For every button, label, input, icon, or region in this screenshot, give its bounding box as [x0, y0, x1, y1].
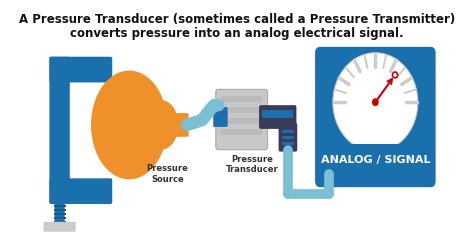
Bar [221, 96, 263, 102]
FancyBboxPatch shape [315, 47, 436, 187]
FancyBboxPatch shape [55, 198, 64, 225]
Text: Pressure
Source: Pressure Source [146, 164, 188, 184]
FancyBboxPatch shape [49, 57, 70, 204]
Bar [54, 201, 65, 203]
FancyBboxPatch shape [44, 222, 76, 232]
Bar [263, 110, 293, 118]
Text: ANALOG / SIGNAL: ANALOG / SIGNAL [320, 155, 430, 165]
Bar [221, 107, 263, 113]
Text: converts pressure into an analog electrical signal.: converts pressure into an analog electri… [70, 27, 404, 40]
FancyBboxPatch shape [259, 105, 296, 129]
FancyBboxPatch shape [216, 89, 267, 150]
Bar [54, 213, 65, 215]
FancyBboxPatch shape [213, 107, 228, 127]
Text: A Pressure Transducer (sometimes called a Pressure Transmitter): A Pressure Transducer (sometimes called … [19, 13, 455, 26]
Ellipse shape [145, 100, 178, 150]
Bar [54, 205, 65, 207]
FancyBboxPatch shape [168, 113, 189, 137]
Bar [54, 209, 65, 211]
Bar [324, 144, 427, 175]
Bar [282, 136, 294, 139]
Text: Pressure
Transducer: Pressure Transducer [226, 155, 279, 174]
FancyBboxPatch shape [279, 123, 297, 152]
Bar [221, 129, 263, 135]
Ellipse shape [91, 71, 167, 179]
Circle shape [372, 98, 379, 106]
Circle shape [392, 72, 398, 78]
FancyBboxPatch shape [52, 188, 67, 204]
Bar [282, 142, 294, 145]
Bar [54, 217, 65, 219]
FancyBboxPatch shape [49, 57, 112, 82]
Bar [54, 221, 65, 223]
Ellipse shape [333, 53, 418, 152]
Bar [282, 130, 294, 133]
Bar [221, 118, 263, 124]
FancyBboxPatch shape [49, 178, 112, 204]
